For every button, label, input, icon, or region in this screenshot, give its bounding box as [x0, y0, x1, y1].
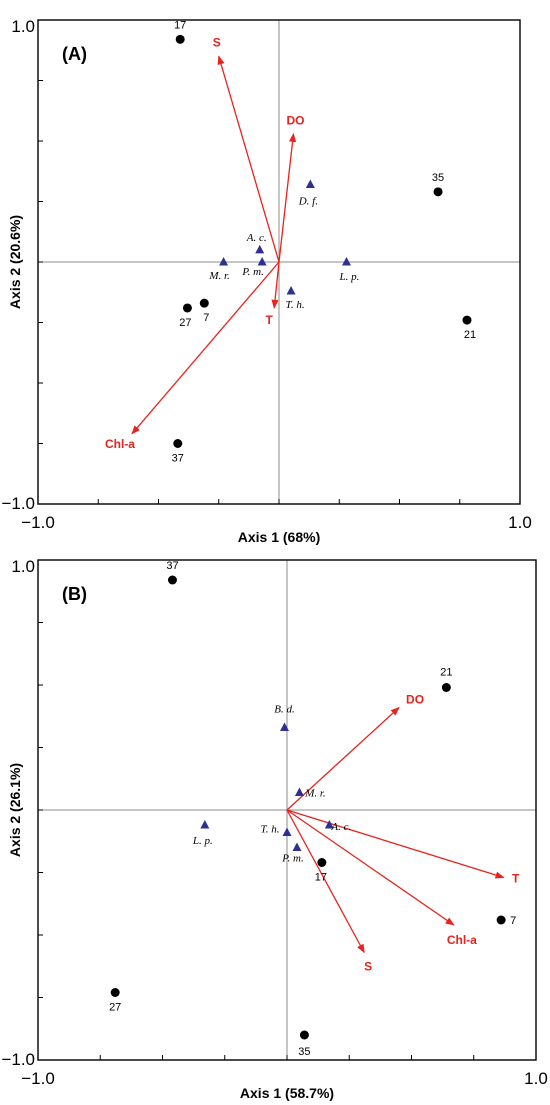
species-marker — [294, 787, 304, 796]
species-label: D. f. — [298, 196, 318, 208]
x-axis-title: Axis 1 (58.7%) — [240, 1085, 334, 1101]
vector-label: T — [512, 872, 520, 886]
vector-arrow — [286, 706, 400, 811]
x-axis-title: Axis 1 (68%) — [238, 529, 320, 545]
x-tick-label-max: 1.0 — [508, 513, 532, 532]
site-point — [441, 683, 451, 692]
site-point — [317, 858, 327, 867]
site-label: 35 — [298, 1046, 310, 1058]
x-tick-label-min: −1.0 — [21, 1069, 55, 1088]
site-label: 7 — [510, 915, 516, 927]
y-tick-label-min: −1.0 — [1, 1050, 35, 1069]
vector-arrow — [286, 809, 455, 926]
vector-label: Chl-a — [105, 437, 135, 451]
vector-arrow — [278, 132, 297, 263]
vector-label: DO — [286, 114, 304, 128]
site-point — [299, 1030, 309, 1040]
species-marker — [286, 286, 296, 295]
species-label: T. h. — [260, 824, 279, 836]
vector-label: DO — [406, 693, 424, 707]
site-point — [433, 187, 443, 197]
species-marker — [292, 842, 302, 851]
vector-arrow — [271, 261, 280, 309]
species-label: A. c. — [330, 821, 351, 833]
site-point — [182, 303, 192, 313]
vector-arrow — [131, 261, 280, 435]
site-point — [175, 34, 185, 44]
panel-label: (B) — [62, 584, 87, 604]
species-marker — [282, 827, 292, 836]
species-label: M. r. — [304, 788, 325, 800]
y-axis-title: Axis 2 (20.6%) — [7, 215, 23, 309]
site-label: 37 — [166, 560, 178, 572]
vector-label: S — [364, 960, 372, 974]
species-marker — [255, 244, 265, 254]
site-label: 17 — [174, 19, 186, 31]
site-label: 17 — [315, 872, 327, 884]
species-label: T. h. — [286, 299, 305, 311]
x-tick-label-min: −1.0 — [21, 513, 55, 532]
species-label: L. p. — [192, 835, 213, 847]
vector-arrow — [286, 809, 365, 954]
vector-arrow — [286, 809, 505, 879]
site-label: 21 — [464, 329, 476, 341]
site-point — [173, 439, 183, 448]
site-point — [110, 988, 120, 997]
y-axis-title: Axis 2 (26.1%) — [7, 763, 23, 857]
species-marker — [305, 179, 315, 189]
site-label: 35 — [432, 172, 444, 184]
vector-label: S — [213, 35, 221, 49]
vector-arrow — [217, 55, 280, 263]
site-point — [462, 315, 472, 325]
species-label: P. m. — [281, 853, 304, 865]
y-tick-label-min: −1.0 — [1, 494, 35, 513]
site-label: 27 — [179, 317, 191, 329]
vector-label: Chl-a — [447, 933, 477, 947]
site-label: 37 — [172, 453, 184, 465]
panel-b: 1.0 −1.0−1.0 1.0 Axis 1 (58.7%) Axis 2 (26.1… — [1, 557, 547, 1101]
species-label: L. p. — [339, 271, 360, 283]
species-marker — [257, 257, 267, 266]
species-label: M. r. — [208, 270, 229, 282]
panel-label: (A) — [62, 44, 87, 64]
species-label: A. c. — [246, 232, 267, 244]
site-point — [199, 298, 209, 308]
species-marker — [219, 257, 229, 266]
x-tick-label-max: 1.0 — [524, 1069, 548, 1088]
vector-label: T — [266, 313, 274, 327]
species-marker — [324, 820, 334, 829]
site-label: 7 — [203, 312, 209, 324]
species-marker — [280, 722, 290, 731]
site-label: 21 — [440, 667, 452, 679]
y-tick-label-max: 1.0 — [11, 557, 35, 576]
site-point — [167, 575, 177, 585]
species-marker — [341, 257, 351, 266]
y-tick-label-max: 1.0 — [11, 17, 35, 36]
species-label: P. m. — [241, 266, 264, 278]
species-marker — [200, 820, 210, 829]
site-label: 27 — [109, 1002, 121, 1014]
site-point — [496, 915, 506, 925]
species-label: B. d. — [274, 704, 294, 716]
panel-a: 1.0 −1.0−1.0 1.0 Axis 1 (68%) Axis 2 (20.6%)… — [1, 17, 531, 545]
